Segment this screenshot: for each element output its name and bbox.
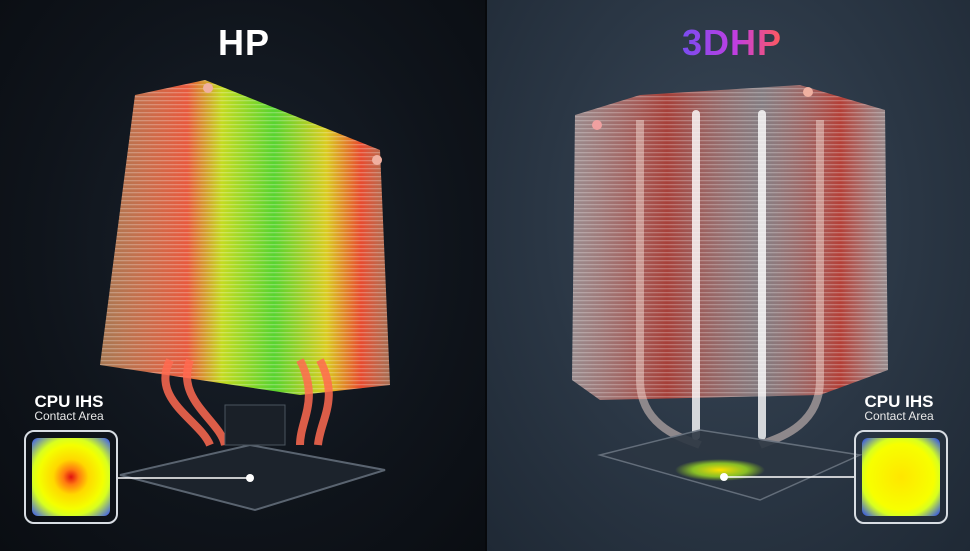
hp-title: HP <box>218 22 271 63</box>
3dhp-ihs-label-title: CPU IHS <box>864 392 934 411</box>
3dhp-ihs-label: CPU IHS Contact Area <box>844 393 954 423</box>
hp-ihs-label: CPU IHS Contact Area <box>14 393 124 423</box>
3dhp-ihs-label-subtitle: Contact Area <box>864 409 934 423</box>
panel-divider <box>485 0 487 551</box>
3dhp-title: 3DHP <box>682 22 783 63</box>
hp-ihs-label-subtitle: Contact Area <box>34 409 104 423</box>
hp-ihs-heatmap-inset <box>24 430 118 524</box>
hp-heatsink <box>100 80 390 512</box>
hp-ihs-label-title: CPU IHS <box>34 392 104 411</box>
3dhp-ihs-heatmap-inset <box>854 430 948 524</box>
3dhp-heatmap <box>862 438 940 516</box>
3dhp-heatsink <box>572 85 888 501</box>
hp-heatmap <box>32 438 110 516</box>
